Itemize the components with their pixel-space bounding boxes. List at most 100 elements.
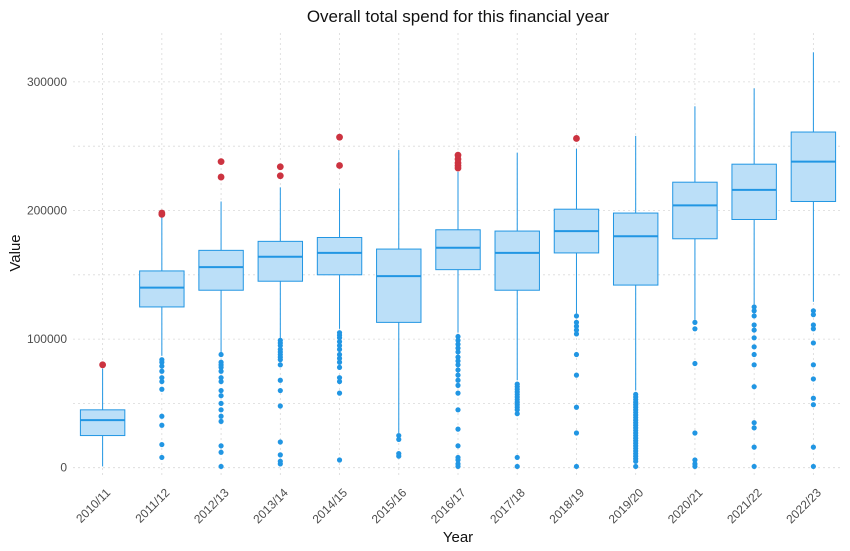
- outlier-point: [810, 308, 816, 314]
- outlier-point: [751, 327, 757, 333]
- outlier-point: [573, 404, 580, 410]
- outlier-point: [751, 420, 757, 426]
- outlier-point: [810, 312, 816, 318]
- outlier-point: [810, 340, 816, 346]
- outlier-point: [692, 430, 698, 436]
- outlier-point: [159, 368, 165, 374]
- outlier-point: [692, 319, 698, 325]
- outlier-point: [218, 387, 224, 394]
- outlier-point: [751, 313, 757, 319]
- outlier-point: [277, 452, 283, 458]
- x-tick-label: 2013/14: [250, 485, 291, 526]
- outlier-point: [336, 335, 343, 341]
- outlier-point: [751, 304, 757, 310]
- outlier-point: [573, 319, 580, 325]
- outlier-point: [218, 393, 224, 399]
- outlier-point: [455, 341, 461, 347]
- outlier-point: [336, 342, 343, 349]
- box-iqr: [494, 230, 540, 291]
- x-tick-label: 2016/17: [428, 485, 469, 526]
- outlier-point: [810, 444, 816, 450]
- outlier-point: [692, 457, 698, 463]
- outlier-point: [277, 387, 283, 394]
- x-tick-label: 2018/19: [546, 485, 587, 526]
- outlier-point: [277, 362, 283, 368]
- outlier-point: [455, 463, 461, 470]
- x-tick-label: 2015/16: [369, 485, 410, 526]
- outlier-point: [633, 463, 639, 470]
- outlier-point: [573, 463, 580, 470]
- outlier-point: [573, 331, 580, 337]
- chart-title: Overall total spend for this financial y…: [307, 7, 610, 26]
- outlier-point: [455, 390, 461, 396]
- box-iqr: [79, 409, 126, 437]
- max-outlier-point: [217, 158, 225, 166]
- box-iqr: [672, 181, 718, 240]
- y-tick-label: 0: [60, 461, 67, 475]
- outlier-point: [159, 386, 165, 392]
- y-tick-label: 100000: [27, 332, 67, 346]
- outlier-point: [455, 367, 461, 373]
- outlier-point: [159, 454, 165, 461]
- outlier-point: [218, 463, 224, 470]
- outlier-point: [277, 461, 283, 467]
- outlier-point: [396, 432, 402, 439]
- outlier-point: [159, 413, 165, 419]
- outlier-point: [455, 345, 461, 351]
- y-tick-label: 200000: [27, 203, 67, 217]
- outlier-point: [336, 375, 343, 381]
- outlier-point: [751, 335, 757, 341]
- box-iqr: [435, 229, 481, 271]
- outlier-point: [573, 372, 580, 378]
- outlier-point: [218, 400, 224, 407]
- outlier-point: [277, 357, 283, 363]
- box-iqr: [612, 212, 659, 286]
- outlier-point: [396, 453, 402, 459]
- outlier-point: [159, 378, 165, 385]
- box-iqr: [731, 163, 777, 220]
- outlier-point: [810, 463, 816, 470]
- outlier-point: [218, 443, 224, 449]
- outlier-point: [218, 351, 224, 358]
- outlier-point: [396, 436, 402, 443]
- x-tick-labels: 2010/11 2011/12 2012/13 2013/14 2014/15 2015/…: [73, 485, 824, 526]
- outlier-point: [455, 443, 461, 449]
- outlier-point: [218, 364, 224, 370]
- outlier-point: [455, 333, 461, 340]
- outlier-point: [810, 322, 816, 328]
- y-tick-labels: 0 100000 200000 300000: [27, 75, 67, 475]
- x-tick-label: 2021/22: [724, 485, 765, 526]
- outlier-point: [751, 425, 757, 431]
- outlier-point: [810, 326, 816, 332]
- y-axis-title: Value: [7, 234, 24, 271]
- x-tick-label: 2020/21: [665, 485, 706, 526]
- outlier-point: [277, 377, 283, 383]
- outlier-point: [751, 308, 757, 314]
- outlier-point: [455, 457, 461, 463]
- outlier-point: [336, 378, 343, 385]
- box-iqr: [376, 248, 422, 323]
- outlier-point: [218, 378, 224, 385]
- outlier-point: [159, 359, 165, 365]
- outlier-point: [455, 362, 461, 368]
- outlier-point: [336, 457, 343, 463]
- outlier-point: [336, 351, 343, 358]
- outlier-point: [218, 418, 224, 425]
- outlier-point: [218, 407, 224, 413]
- x-tick-label: 2010/11: [73, 485, 113, 525]
- outlier-point: [159, 422, 165, 428]
- outlier-point: [218, 413, 224, 419]
- outlier-point: [573, 351, 580, 358]
- outlier-point: [692, 360, 698, 367]
- outlier-point: [514, 454, 520, 461]
- max-outlier-point: [217, 173, 225, 181]
- y-tick-label: 300000: [27, 75, 67, 89]
- outlier-point: [159, 375, 165, 381]
- outlier-point: [751, 463, 757, 470]
- x-tick-label: 2017/18: [487, 485, 528, 526]
- x-tick-label: 2014/15: [310, 485, 351, 526]
- outlier-point: [455, 337, 461, 343]
- outlier-point: [277, 342, 283, 349]
- outlier-point: [277, 439, 283, 445]
- outlier-point: [751, 444, 757, 450]
